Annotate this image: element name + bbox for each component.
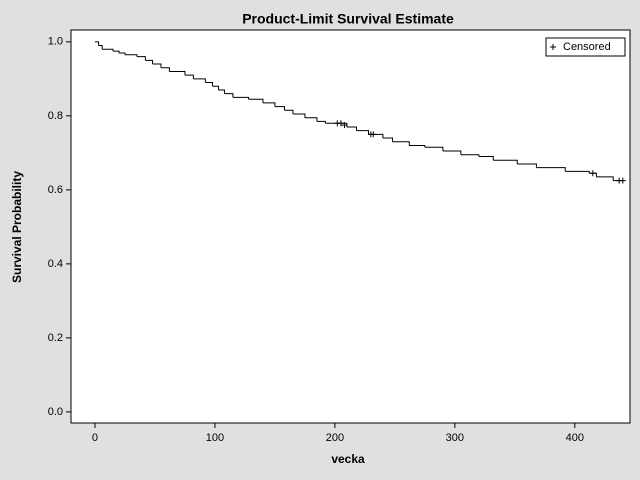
survival-step	[262, 102, 276, 107]
survival-step	[102, 48, 114, 52]
y-tick-label: 1.0	[48, 36, 63, 48]
x-tick-label: 400	[566, 432, 584, 444]
survival-step	[160, 67, 170, 72]
survival-step	[94, 41, 100, 46]
censored-mark	[341, 122, 348, 129]
survival-step	[193, 78, 206, 83]
survival-step	[409, 144, 426, 148]
survival-step	[232, 96, 250, 100]
y-tick-label: 0.6	[48, 184, 63, 196]
legend-symbol	[550, 44, 556, 50]
survival-step	[274, 106, 286, 111]
legend: Censored	[545, 37, 626, 57]
survival-step	[442, 150, 462, 155]
censored-mark	[337, 120, 344, 127]
censored-mark	[589, 170, 596, 177]
y-tick-label: 0.0	[48, 406, 63, 418]
survival-step	[392, 141, 410, 146]
survival-step	[98, 45, 103, 50]
survival-step	[169, 70, 186, 76]
survival-step	[292, 113, 306, 118]
y-axis-label: Survival Probability	[10, 171, 24, 283]
survival-step	[124, 54, 138, 57]
survival-step	[304, 117, 318, 122]
survival-step	[382, 137, 393, 142]
survival-step	[596, 176, 614, 181]
survival-step	[136, 56, 146, 61]
censored-mark	[619, 177, 626, 184]
y-tick-label: 0.4	[48, 258, 63, 270]
survival-step	[284, 109, 294, 115]
survival-step	[493, 159, 518, 164]
x-tick-label: 300	[446, 432, 464, 444]
survival-step	[316, 120, 326, 124]
censored-mark	[370, 131, 377, 138]
chart-title: Product-Limit Survival Estimate	[242, 11, 454, 27]
survival-step	[205, 82, 214, 87]
y-tick-label: 0.8	[48, 110, 63, 122]
survival-step	[325, 122, 348, 127]
survival-step	[145, 59, 154, 65]
survival-step	[112, 50, 120, 53]
survival-step	[424, 146, 444, 152]
plot-area	[70, 29, 631, 424]
legend-label: Censored	[563, 41, 611, 53]
survival-step	[184, 74, 194, 79]
survival-step	[248, 98, 264, 103]
survival-step	[346, 126, 357, 131]
survival-step	[218, 89, 226, 94]
legend-box	[545, 37, 626, 57]
survival-step	[224, 93, 234, 98]
x-tick-label: 200	[326, 432, 344, 444]
survival-step	[152, 63, 162, 68]
survival-step	[517, 163, 537, 168]
survival-step	[565, 170, 590, 174]
x-tick-label: 100	[206, 432, 224, 444]
survival-step	[356, 130, 369, 135]
x-axis-label: vecka	[331, 452, 365, 466]
y-tick-label: 0.2	[48, 332, 63, 344]
survival-step	[536, 167, 566, 172]
survival-step	[478, 156, 494, 161]
survival-step	[118, 52, 126, 55]
survival-step	[212, 85, 220, 90]
survival-step	[460, 154, 480, 157]
x-tick-label: 0	[92, 432, 98, 444]
